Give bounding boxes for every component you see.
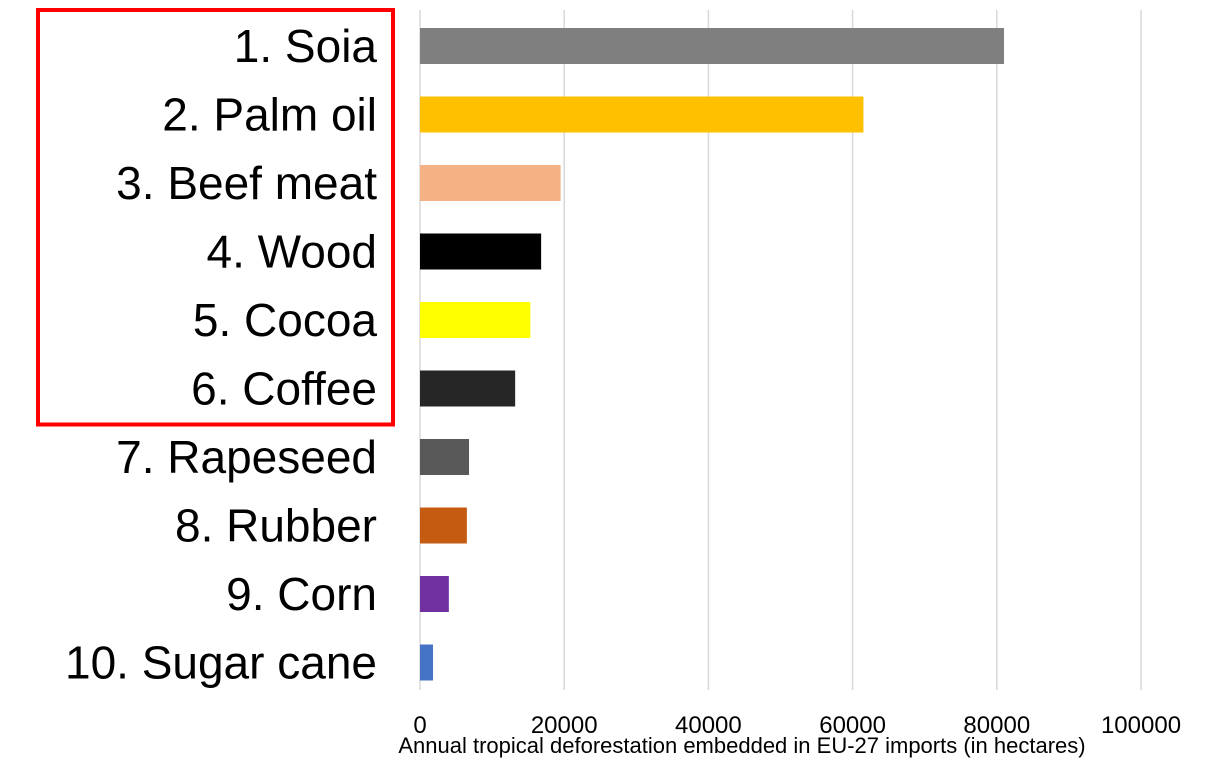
- bar: [420, 507, 467, 544]
- x-tick-label: 100000: [1101, 712, 1181, 739]
- category-label: 8. Rubber: [175, 500, 377, 552]
- x-tick-labels: 0 20000 40000 60000 80000 100000: [413, 712, 1181, 739]
- category-label: 2. Palm oil: [162, 89, 377, 141]
- category-label: 9. Corn: [226, 568, 377, 620]
- category-label: 3. Beef meat: [116, 157, 377, 209]
- x-tick-label: 60000: [819, 712, 886, 739]
- category-label: 1. Soia: [234, 20, 378, 72]
- highlight-box: [36, 8, 395, 427]
- category-label: 5. Cocoa: [193, 294, 378, 346]
- bar: [420, 576, 449, 612]
- x-tick-label: 80000: [963, 712, 1030, 739]
- category-label: 7. Rapeseed: [116, 431, 377, 483]
- bar: [420, 370, 516, 407]
- x-tick-label: 40000: [675, 712, 742, 739]
- category-label: 6. Coffee: [191, 363, 377, 415]
- bar: [420, 439, 470, 475]
- category-labels: 1. Soia 2. Palm oil 3. Beef meat 4. Wood 5. …: [65, 20, 377, 689]
- x-tick-label: 20000: [531, 712, 598, 739]
- bar: [420, 302, 531, 338]
- bar: [420, 233, 542, 270]
- x-axis-title: Annual tropical deforestation embedded i…: [398, 733, 1085, 758]
- x-tick-label: 0: [413, 712, 426, 739]
- bar: [420, 96, 864, 133]
- category-label: 4. Wood: [207, 226, 377, 278]
- bar: [420, 165, 561, 201]
- bar: [420, 644, 433, 681]
- category-label: 10. Sugar cane: [65, 637, 377, 689]
- bars: [420, 28, 1005, 681]
- bar: [420, 28, 1005, 64]
